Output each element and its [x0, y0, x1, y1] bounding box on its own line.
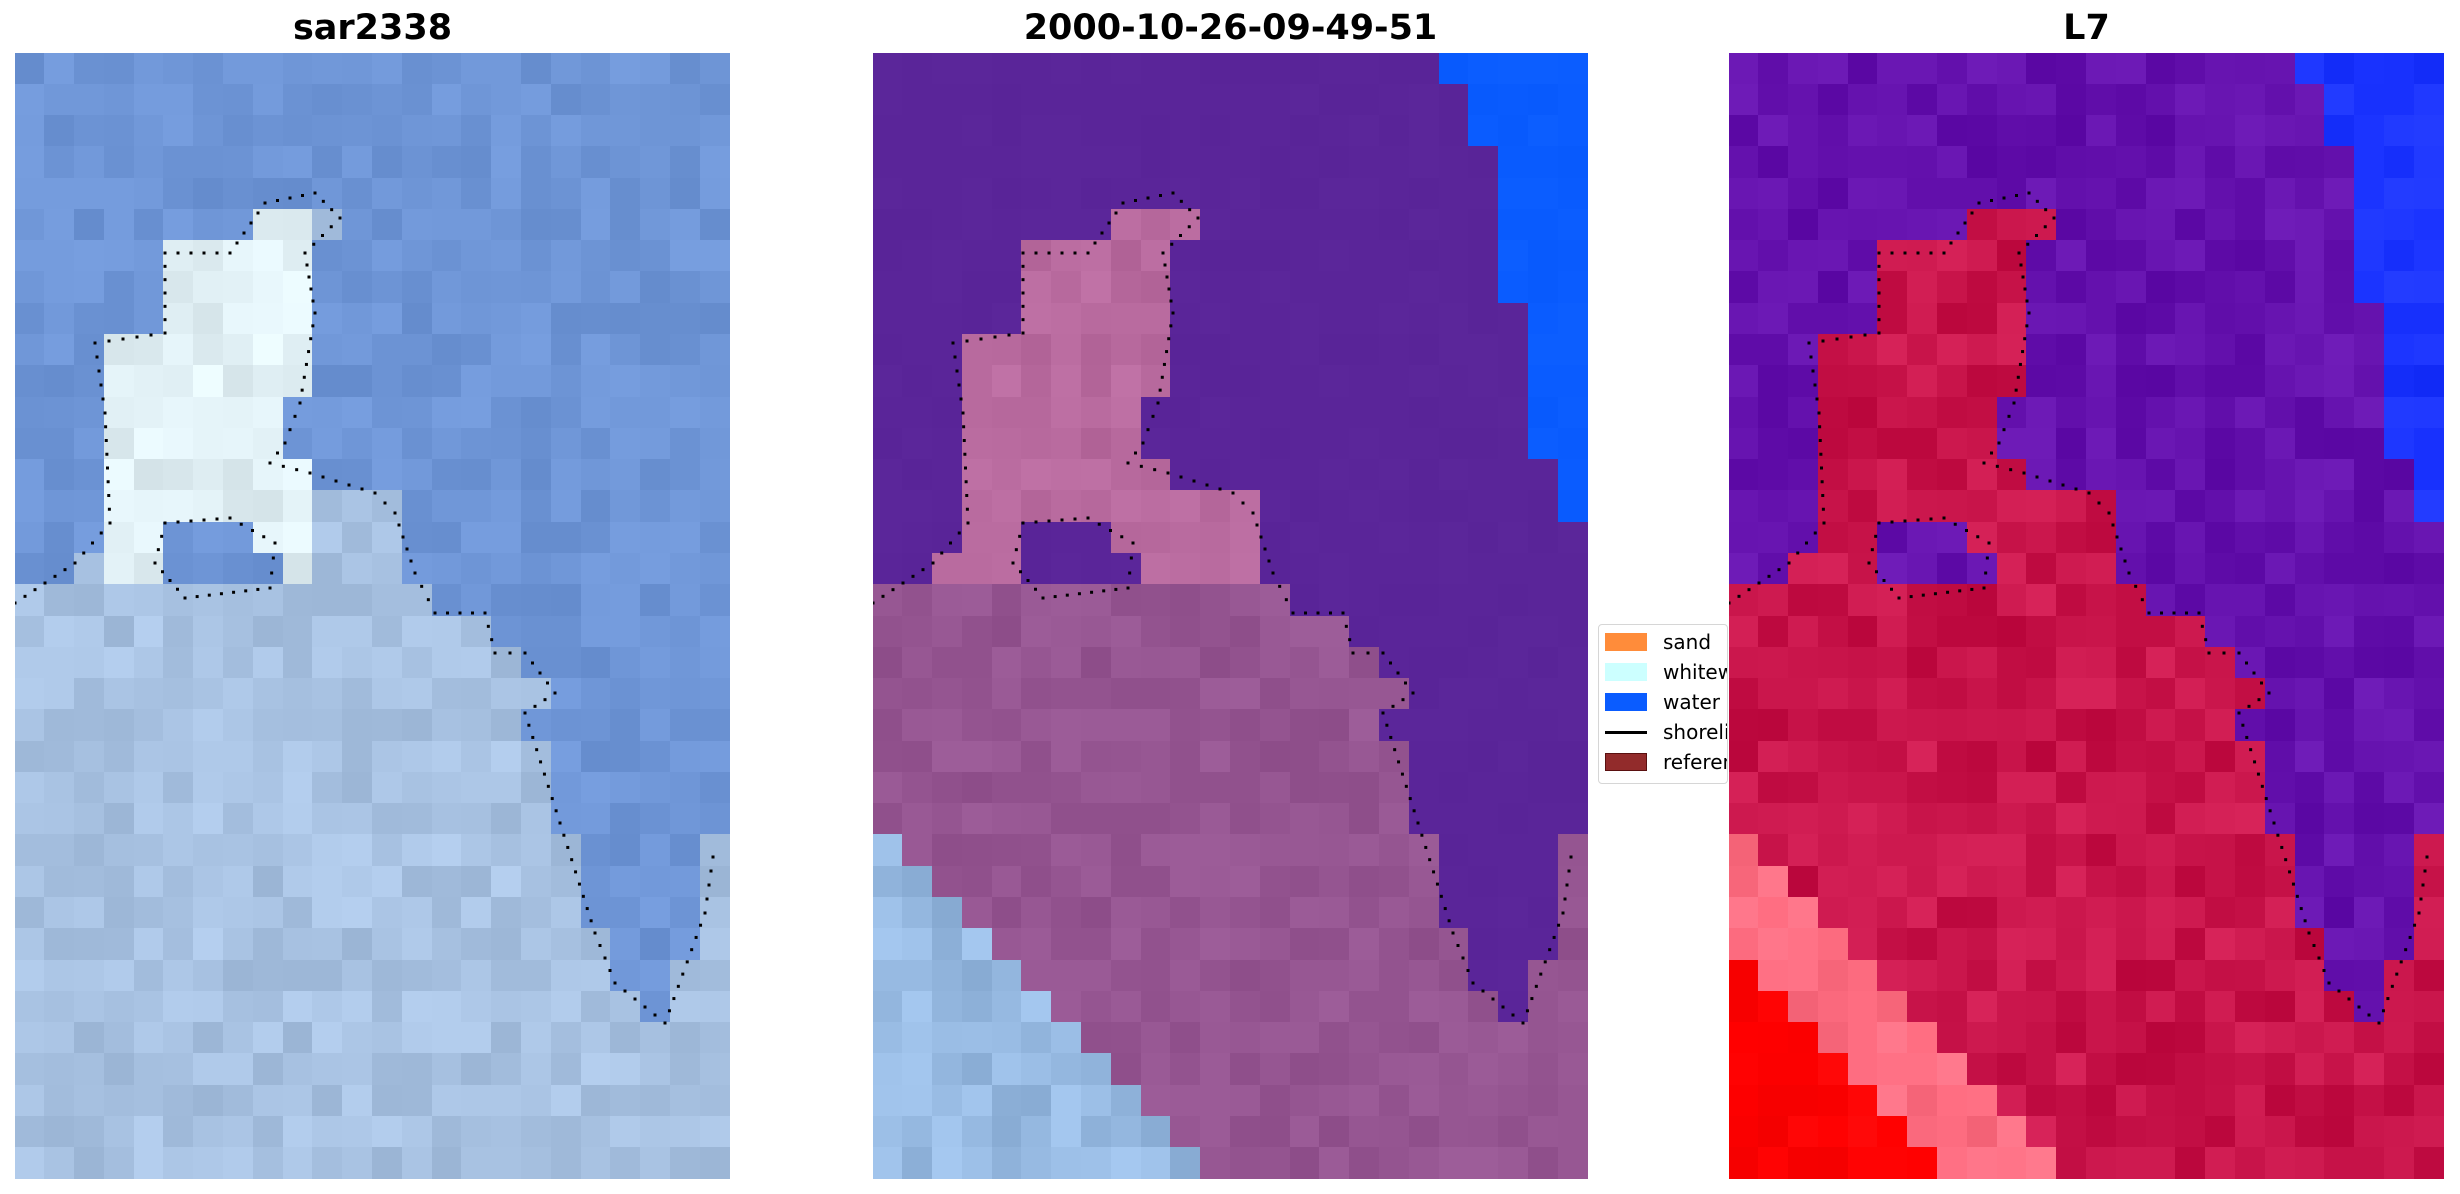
panel-title-rgb: sar2338 — [292, 8, 453, 48]
legend-item-water: water — [1605, 689, 1720, 715]
legend-label-sand: sand — [1663, 630, 1712, 654]
panel-title-classification: 2000-10-26-09-49-51 — [1023, 8, 1438, 48]
legend-swatch-water — [1605, 693, 1647, 711]
index-image — [1729, 53, 2444, 1179]
legend-item-reference: reference shoreline — [1605, 749, 1727, 775]
classification-image — [873, 53, 1588, 1179]
legend-label-water: water — [1663, 690, 1720, 714]
legend-item-sand: sand — [1605, 629, 1711, 655]
rgb-satellite-image — [15, 53, 730, 1179]
legend-swatch-sand — [1605, 633, 1647, 651]
legend-swatch-reference — [1605, 753, 1647, 771]
legend-swatch-whitewater — [1605, 663, 1647, 681]
legend-line-shoreline — [1605, 730, 1647, 734]
legend-label-reference: reference shoreline — [1663, 750, 1727, 774]
legend-item-shoreline: shoreline — [1605, 719, 1727, 745]
panel-title-index: L7 — [2063, 8, 2110, 48]
legend-label-shoreline: shoreline — [1663, 720, 1727, 744]
